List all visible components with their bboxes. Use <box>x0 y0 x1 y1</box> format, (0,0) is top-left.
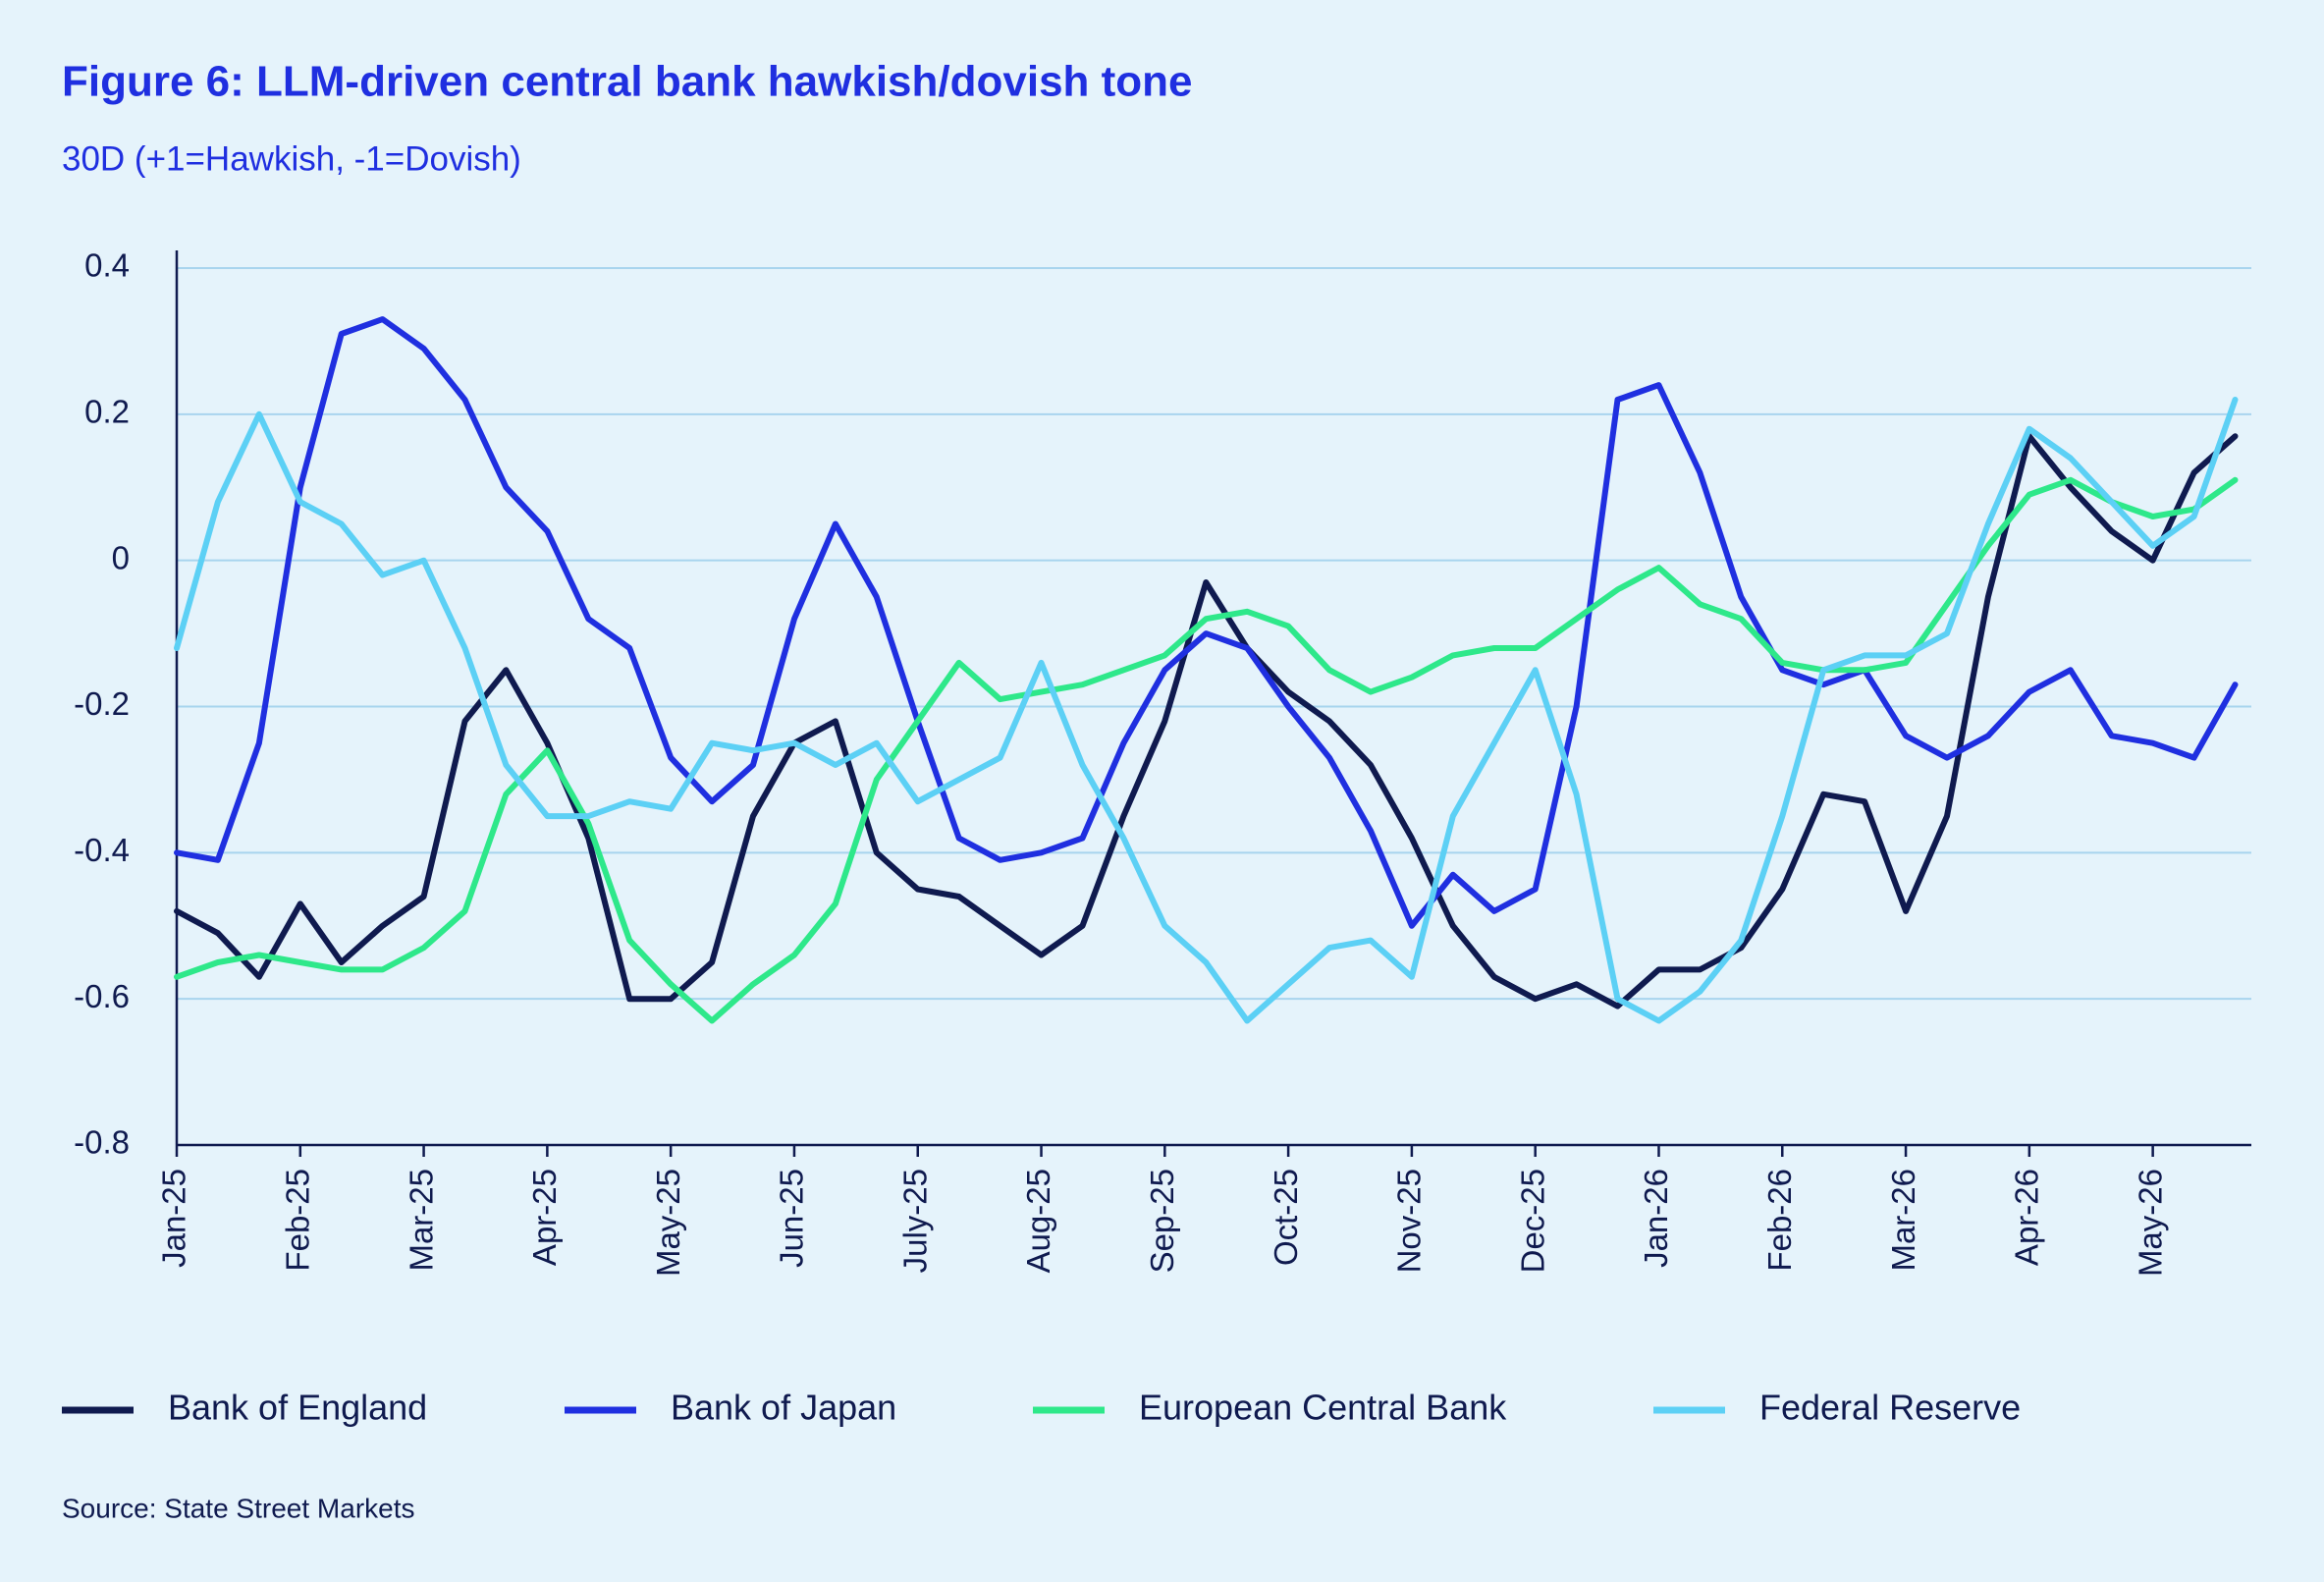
x-tick-label: Aug-25 <box>1020 1169 1056 1273</box>
series-line <box>174 316 2239 929</box>
legend-label: Bank of England <box>168 1388 427 1428</box>
series-line <box>174 433 2239 1009</box>
legend-label: European Central Bank <box>1139 1388 1507 1428</box>
legend-label: Bank of Japan <box>671 1388 896 1428</box>
x-tick-label: Mar-25 <box>403 1169 439 1272</box>
y-tick-label: 0.4 <box>84 247 130 284</box>
legend-item: Bank of England <box>62 1388 427 1428</box>
x-tick-label: May-26 <box>2132 1169 2168 1277</box>
x-tick-label: Jan-26 <box>1638 1169 1674 1268</box>
legend-label: Federal Reserve <box>1759 1388 2021 1428</box>
x-tick-label: July-25 <box>896 1169 933 1273</box>
y-tick-label: -0.2 <box>74 685 130 722</box>
y-tick-label: -0.6 <box>74 978 130 1014</box>
source-note: Source: State Street Markets <box>62 1493 415 1523</box>
x-tick-label: Jun-25 <box>774 1169 810 1268</box>
x-tick-label: May-25 <box>650 1169 686 1277</box>
x-tick-label: Nov-25 <box>1391 1169 1428 1273</box>
x-tick-label: Apr-26 <box>2009 1169 2045 1266</box>
x-tick-label: Dec-25 <box>1514 1169 1550 1273</box>
legend-item: European Central Bank <box>1033 1388 1507 1428</box>
x-tick-label: Jan-25 <box>156 1169 192 1268</box>
series-line <box>174 397 2239 1024</box>
y-tick-label: -0.4 <box>74 832 130 868</box>
x-tick-label: Mar-26 <box>1885 1169 1921 1272</box>
x-tick-label: Apr-25 <box>526 1169 563 1266</box>
y-tick-label: 0.2 <box>84 394 130 430</box>
x-tick-label: Feb-25 <box>280 1169 316 1272</box>
x-tick-label: Feb-26 <box>1761 1169 1798 1272</box>
legend-item: Bank of Japan <box>565 1388 896 1428</box>
x-tick-label: Oct-25 <box>1268 1169 1304 1266</box>
y-tick-label: -0.8 <box>74 1124 130 1161</box>
chart-title: Figure 6: LLM-driven central bank hawkis… <box>62 58 1193 106</box>
legend-item: Federal Reserve <box>1653 1388 2021 1428</box>
chart-subtitle: 30D (+1=Hawkish, -1=Dovish) <box>62 139 521 178</box>
x-tick-label: Sep-25 <box>1144 1169 1180 1273</box>
y-tick-label: 0 <box>112 539 130 575</box>
